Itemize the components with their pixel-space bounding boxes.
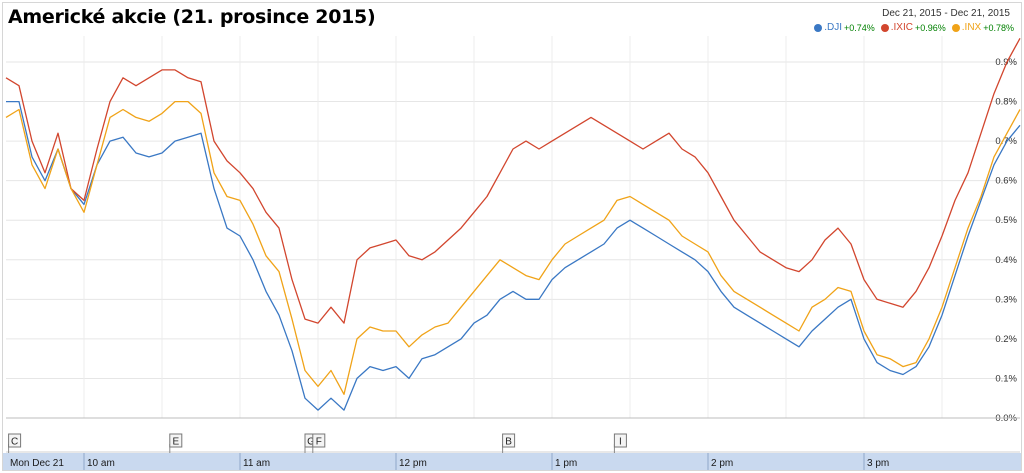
legend-change-dji: +0.74% <box>843 22 875 33</box>
legend-dot-dji <box>814 23 823 32</box>
series-line-dji <box>6 100 1021 411</box>
event-flag-label: F <box>316 437 322 448</box>
legend-label-ixic: .IXIC <box>890 22 913 33</box>
legend-item-ixic[interactable]: .IXIC +0.96% <box>880 22 946 33</box>
event-flag-label: G <box>307 437 315 448</box>
event-flag <box>613 433 627 448</box>
x-tick-label: 10 am <box>87 458 115 469</box>
series-line-ixic <box>5 37 1021 324</box>
event-flag-label: I <box>619 437 622 448</box>
chart-title: Americké akcie (21. prosince 2015) <box>8 6 376 28</box>
series-line-inx <box>5 100 1021 395</box>
x-tick-label: 1 pm <box>555 458 577 469</box>
x-axis-band <box>3 453 1021 470</box>
y-tick-label: 0.8% <box>995 97 1017 108</box>
event-flag <box>502 433 516 448</box>
event-flag <box>312 433 326 448</box>
y-tick-label: 0.2% <box>995 334 1017 345</box>
legend: .DJI +0.74% .IXIC +0.96% .INX +0.78% <box>814 22 1014 33</box>
legend-change-ixic: +0.96% <box>914 22 946 33</box>
x-tick-label: Mon Dec 21 <box>10 458 64 469</box>
y-tick-label: 0.3% <box>995 294 1017 305</box>
legend-dot-ixic <box>880 23 889 32</box>
event-flag <box>169 433 183 448</box>
legend-label-inx: .INX <box>961 22 982 33</box>
x-tick-label: 12 pm <box>399 458 427 469</box>
legend-item-inx[interactable]: .INX +0.78% <box>951 22 1014 33</box>
event-flag-label: B <box>505 437 512 448</box>
y-tick-label: 0.6% <box>995 176 1017 187</box>
x-tick-label: 3 pm <box>867 458 889 469</box>
legend-dot-inx <box>951 23 960 32</box>
event-flag-label: C <box>11 437 18 448</box>
legend-change-inx: +0.78% <box>983 22 1014 33</box>
legend-item-dji[interactable]: .DJI +0.74% <box>814 22 875 33</box>
date-range: Dec 21, 2015 - Dec 21, 2015 <box>882 8 1010 19</box>
y-tick-label: 0.5% <box>995 215 1017 226</box>
x-tick-label: 2 pm <box>711 458 733 469</box>
event-flag <box>8 433 22 448</box>
y-tick-label: 0.1% <box>995 373 1017 384</box>
x-tick-label: 11 am <box>243 458 270 469</box>
y-tick-label: 0.4% <box>995 255 1017 266</box>
event-flag-label: E <box>172 437 179 448</box>
legend-label-dji: .DJI <box>824 22 842 33</box>
